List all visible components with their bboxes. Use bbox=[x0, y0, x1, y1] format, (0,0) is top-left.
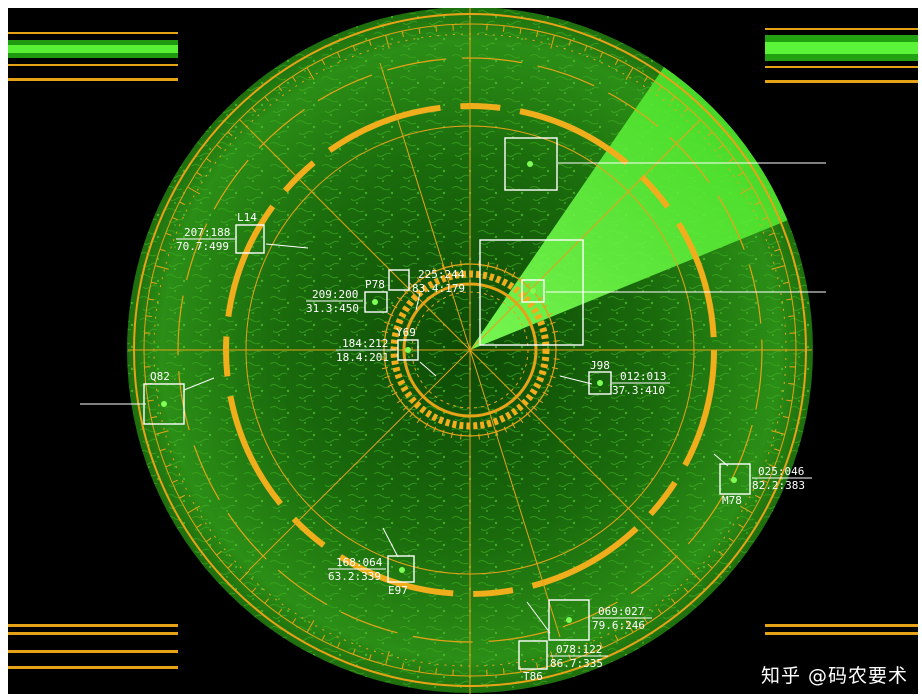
callout-lines bbox=[80, 162, 826, 634]
target-boxes bbox=[143, 137, 751, 670]
label-E97-id: E97 bbox=[388, 584, 408, 597]
bearing-ticks bbox=[144, 24, 796, 676]
target-box-Y69[interactable] bbox=[397, 339, 419, 361]
target-box-P78[interactable] bbox=[364, 291, 388, 313]
target-labels: L14 207:188 70.7:499 P78 209:200 31.3:45… bbox=[150, 211, 812, 683]
target-box-L14[interactable] bbox=[235, 224, 265, 254]
label-Y69-line2: 18.4:201 bbox=[336, 351, 389, 364]
label-069-line1: 069:027 bbox=[598, 605, 644, 618]
radar-screen: L14 207:188 70.7:499 P78 209:200 31.3:45… bbox=[8, 8, 918, 694]
label-P78-line1: 209:200 bbox=[312, 288, 358, 301]
target-box-E97[interactable] bbox=[387, 555, 415, 583]
signal-strip-top-left bbox=[8, 32, 178, 81]
radar-display: L14 207:188 70.7:499 P78 209:200 31.3:45… bbox=[8, 8, 918, 694]
label-069-line2: 79.6:246 bbox=[592, 619, 645, 632]
label-P78-line2: 31.3:450 bbox=[306, 302, 359, 315]
signal-strip-bottom-right bbox=[765, 624, 918, 635]
label-225-line1: 225:244 bbox=[418, 268, 465, 281]
label-225-line2: 83.4:179 bbox=[412, 282, 465, 295]
label-J98-line2: 37.3:410 bbox=[612, 384, 665, 397]
label-T86-line2: 86.7:335 bbox=[550, 657, 603, 670]
target-blips bbox=[161, 161, 737, 623]
label-L14-line2: 70.7:499 bbox=[176, 240, 229, 253]
label-Y69-line1: 184:212 bbox=[342, 337, 388, 350]
label-L14-id: L14 bbox=[237, 211, 257, 224]
target-box-T86[interactable] bbox=[518, 640, 548, 670]
target-box-J98[interactable] bbox=[588, 371, 612, 395]
label-L14-line1: 207:188 bbox=[184, 226, 230, 239]
label-Y69-id: Y69 bbox=[396, 326, 416, 339]
label-M78-id: M78 bbox=[722, 494, 742, 507]
signal-strip-top-right bbox=[765, 28, 918, 83]
label-P78-id: P78 bbox=[365, 278, 385, 291]
label-J98-line1: 012:013 bbox=[620, 370, 666, 383]
label-M78-line2: 82.2:383 bbox=[752, 479, 805, 492]
target-box-large[interactable] bbox=[479, 239, 584, 346]
label-E97-line2: 63.2:339 bbox=[328, 570, 381, 583]
label-M78-line1: 025:046 bbox=[758, 465, 804, 478]
target-box-inner[interactable] bbox=[521, 279, 545, 303]
target-box-069[interactable] bbox=[548, 599, 590, 641]
label-J98-id: J98 bbox=[590, 359, 610, 372]
target-box-M78[interactable] bbox=[719, 463, 751, 495]
signal-strip-bottom-left bbox=[8, 624, 178, 669]
label-T86-id: T86 bbox=[523, 670, 543, 683]
target-box-225[interactable] bbox=[388, 269, 410, 291]
label-E97-line1: 168:064 bbox=[336, 556, 383, 569]
label-T86-line1: 078:122 bbox=[556, 643, 602, 656]
watermark-text: 知乎 @码农要术 bbox=[760, 665, 908, 687]
target-box-Q82[interactable] bbox=[143, 383, 185, 425]
target-box-upper[interactable] bbox=[504, 137, 558, 191]
label-Q82-id: Q82 bbox=[150, 370, 170, 383]
